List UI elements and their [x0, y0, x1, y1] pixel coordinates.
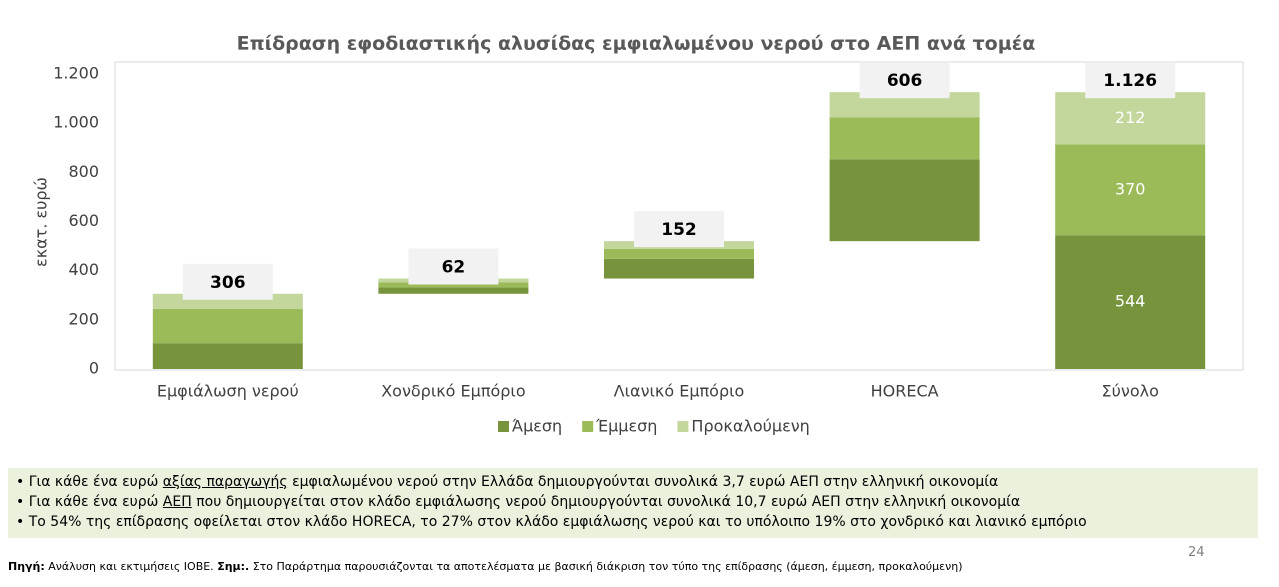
- chart-title: Επίδραση εφοδιαστικής αλυσίδας εμφιαλωμέ…: [237, 33, 1036, 55]
- bar-segment: [152, 309, 303, 344]
- bar-segment: [829, 159, 980, 242]
- y-tick-label: 800: [68, 162, 99, 181]
- bar-segment: [378, 287, 529, 294]
- bar-segment: [1055, 92, 1206, 145]
- y-axis-label: εκατ. ευρώ: [32, 177, 51, 267]
- x-tick-label: Σύνολο: [1102, 382, 1159, 401]
- y-tick-label: 400: [68, 260, 99, 279]
- total-label-box: [408, 248, 499, 285]
- bar-segment: [152, 343, 303, 369]
- total-label: 306: [210, 273, 246, 293]
- x-tick-label: Εμφιάλωση νερού: [157, 382, 299, 401]
- segment-label: 212: [1115, 108, 1146, 127]
- plot-area: [114, 61, 1244, 371]
- note-text: εμφιαλωμένου νερού στην Ελλάδα δημιουργο…: [287, 474, 999, 490]
- bar-segment: [829, 117, 980, 160]
- bar-segment: [1055, 144, 1206, 236]
- y-tick-label: 1.000: [53, 113, 99, 132]
- note-text: που δημιουργείται στον κλάδο εμφιάλωσης …: [191, 494, 1021, 510]
- source-label: Πηγή:: [8, 560, 45, 573]
- note-underlined: αξίας παραγωγής: [162, 474, 288, 490]
- y-tick-label: 200: [68, 309, 99, 328]
- note-line: • Για κάθε ένα ευρώ αξίας παραγωγής εμφι…: [16, 474, 999, 490]
- note-text: Για κάθε ένα ευρώ: [28, 494, 163, 510]
- legend-swatch: [582, 421, 594, 432]
- source-text: Ανάλυση και εκτιμήσεις ΙΟΒΕ.: [44, 560, 218, 573]
- chart: Επίδραση εφοδιαστικής αλυσίδας εμφιαλωμέ…: [32, 33, 1244, 436]
- legend-label: Έμμεση: [595, 417, 657, 436]
- note-line: • Το 54% της επίδρασης οφείλεται στον κλ…: [16, 514, 1087, 530]
- y-tick-label: 1.200: [53, 64, 99, 83]
- segment-label: 544: [1115, 292, 1146, 311]
- x-tick-label: Χονδρικό Εμπόριο: [381, 382, 525, 401]
- total-label-box: [182, 263, 273, 300]
- bar-segment: [604, 248, 754, 259]
- legend-label: Άμεση: [512, 417, 562, 436]
- total-label: 1.126: [1103, 71, 1157, 91]
- x-tick-label: Λιανικό Εμπόριο: [614, 382, 745, 401]
- y-tick-label: 0: [89, 359, 99, 378]
- note-label: Σημ:.: [217, 560, 250, 573]
- total-label: 152: [661, 220, 697, 240]
- note-line: • Για κάθε ένα ευρώ ΑΕΠ που δημιουργείτα…: [16, 494, 1021, 510]
- legend-label: Προκαλούμενη: [691, 417, 809, 436]
- source: Πηγή: Ανάλυση και εκτιμήσεις ΙΟΒΕ. Σημ:.…: [8, 560, 963, 573]
- note-text: Στο Παράρτημα παρουσιάζονται τα αποτελέσ…: [249, 560, 963, 573]
- total-label: 62: [442, 258, 466, 278]
- total-label: 606: [887, 71, 923, 91]
- legend-swatch: [498, 421, 509, 432]
- total-label-box: [859, 62, 950, 99]
- bar-segment: [378, 282, 529, 288]
- note-text: Το 54% της επίδρασης οφείλεται στον κλάδ…: [28, 514, 1087, 530]
- total-label-box: [634, 211, 724, 248]
- y-tick-label: 600: [68, 211, 99, 230]
- legend-swatch: [677, 421, 689, 432]
- x-tick-label: HORECA: [871, 382, 939, 401]
- total-label-box: [1085, 62, 1176, 99]
- note-text: Για κάθε ένα ευρώ: [28, 474, 163, 490]
- segment-label: 370: [1115, 179, 1146, 198]
- page-number: 24: [1188, 545, 1205, 560]
- bar-segment: [1055, 235, 1206, 369]
- bar-segment: [604, 258, 754, 279]
- notes-box: • Για κάθε ένα ευρώ αξίας παραγωγής εμφι…: [8, 468, 1258, 538]
- note-underlined: ΑΕΠ: [162, 494, 192, 510]
